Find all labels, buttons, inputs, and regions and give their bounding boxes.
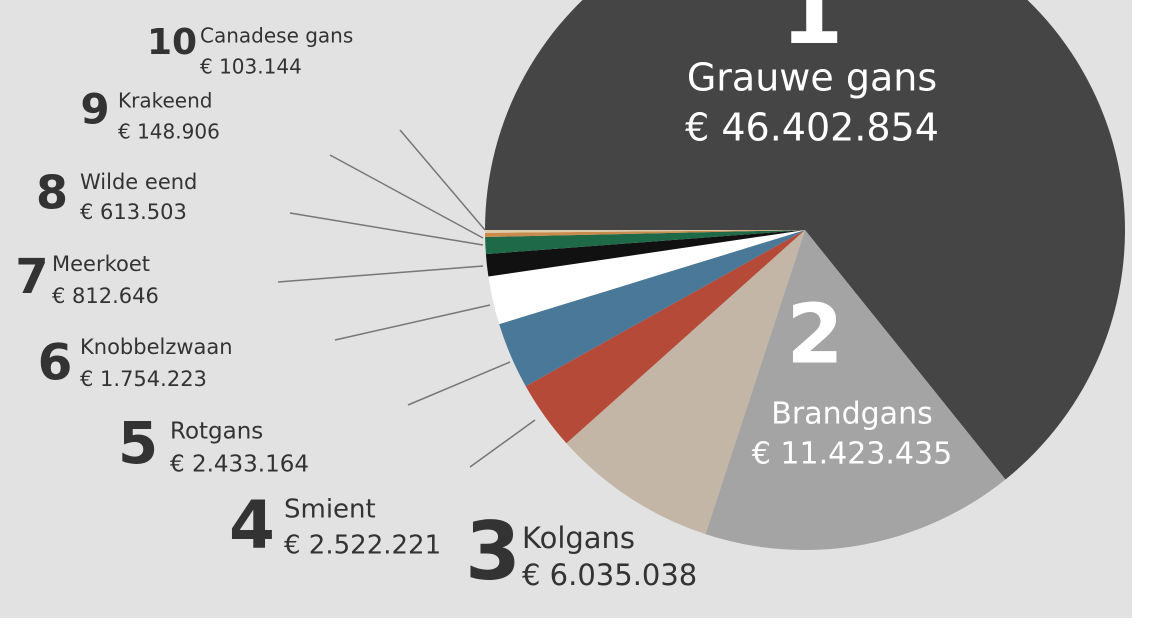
category-label: Smient	[284, 495, 376, 525]
category-label: Kolgans	[522, 521, 635, 555]
category-label: Canadese gans	[200, 24, 353, 48]
category-label: Meerkoet	[52, 252, 150, 276]
value-label: € 148.906	[118, 120, 220, 144]
category-label: Rotgans	[170, 419, 263, 445]
category-label: Knobbelzwaan	[80, 335, 233, 359]
rank-label: 2	[786, 287, 843, 382]
rank-label: 7	[15, 249, 48, 305]
value-label: € 46.402.854	[685, 106, 939, 150]
category-label: Grauwe gans	[687, 56, 937, 100]
rank-label: 3	[465, 505, 521, 598]
value-label: € 11.423.435	[752, 437, 952, 472]
rank-label: 9	[80, 85, 109, 134]
value-label: € 613.503	[80, 200, 187, 224]
rank-label: 6	[38, 334, 73, 392]
category-label: Brandgans	[771, 397, 932, 432]
chart: 1Grauwe gans€ 46.402.8542Brandgans€ 11.4…	[0, 0, 1160, 628]
rank-label: 10	[147, 22, 197, 63]
rank-label: 4	[229, 487, 275, 564]
value-label: € 2.433.164	[170, 452, 309, 478]
category-label: Krakeend	[118, 89, 212, 113]
rank-label: 5	[118, 409, 158, 477]
page: 1Grauwe gans€ 46.402.8542Brandgans€ 11.4…	[0, 0, 1160, 628]
value-label: € 103.144	[200, 55, 302, 79]
value-label: € 812.646	[52, 284, 159, 308]
value-label: € 2.522.221	[284, 531, 441, 561]
value-label: € 1.754.223	[80, 367, 207, 391]
value-label: € 6.035.038	[522, 558, 697, 592]
category-label: Wilde eend	[80, 170, 197, 194]
rank-label: 8	[36, 166, 68, 220]
